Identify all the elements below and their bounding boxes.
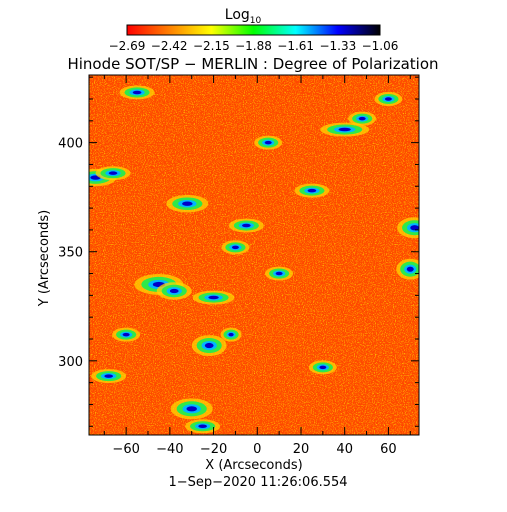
- colorbar-tick-label: −1.61: [277, 39, 314, 53]
- feature-core: [410, 225, 419, 231]
- feature-core: [122, 332, 130, 337]
- map-background: [89, 75, 419, 435]
- x-tick-label: −20: [200, 442, 227, 457]
- x-tick-label: −60: [112, 442, 139, 457]
- chart-title: Hinode SOT/SP − MERLIN : Degree of Polar…: [67, 55, 438, 73]
- colorbar-ticks: −2.69 −2.42 −2.15 −1.88 −1.61 −1.33 −1.06: [109, 39, 399, 53]
- x-tick-label: 20: [293, 442, 310, 457]
- feature-core: [319, 365, 327, 370]
- colorbar-tick-label: −2.42: [151, 39, 188, 53]
- colorbar-tick-label: −2.69: [109, 39, 146, 53]
- y-tick-label: 350: [58, 246, 83, 261]
- feature-core: [204, 342, 214, 349]
- colorbar-tick-label: −2.15: [193, 39, 230, 53]
- x-axis-label: X (Arcseconds): [205, 458, 302, 473]
- x-tick-label: −40: [156, 442, 183, 457]
- y-tick-label: 300: [58, 355, 83, 370]
- x-tick-label: 0: [253, 442, 261, 457]
- colorbar-tick-label: −1.06: [362, 39, 399, 53]
- map-features: [89, 85, 419, 434]
- feature-core: [384, 97, 392, 101]
- colorbar: Log10 −2.69 −2.42 −2.15 −1.88 −1.61 −1.33 −1.0…: [109, 7, 399, 53]
- feature-core: [264, 140, 272, 145]
- feature-core: [198, 424, 208, 429]
- feature-core: [241, 223, 251, 228]
- colorbar-label: Log10: [225, 7, 262, 26]
- feature-core: [338, 127, 351, 132]
- feature-core: [275, 271, 283, 276]
- y-axis: 300 350 400: [58, 76, 419, 427]
- feature-core: [132, 90, 142, 95]
- y-axis-label: Y (Arcseconds): [37, 210, 52, 307]
- feature-core: [307, 188, 317, 193]
- colorbar-tick-label: −1.33: [319, 39, 356, 53]
- feature-core: [406, 266, 414, 272]
- x-axis: −60 −40 −20 0 20 40 60: [103, 75, 411, 457]
- feature-core: [182, 201, 193, 206]
- date-label: 1−Sep−2020 11:26:06.554: [168, 475, 347, 490]
- feature-core: [208, 295, 219, 300]
- x-tick-label: 60: [380, 442, 397, 457]
- polarization-map: [89, 75, 419, 435]
- feature-core: [108, 171, 118, 175]
- feature-core: [186, 406, 197, 412]
- feature-core: [169, 288, 179, 294]
- colorbar-gradient: [126, 24, 381, 36]
- feature-core: [104, 374, 114, 378]
- y-tick-label: 400: [58, 137, 83, 152]
- plot-frame: [88, 74, 420, 436]
- feature-core: [228, 332, 234, 337]
- colorbar-tick-label: −1.88: [235, 39, 272, 53]
- feature-core: [358, 116, 366, 121]
- feature-core: [231, 245, 239, 250]
- x-tick-label: 40: [336, 442, 353, 457]
